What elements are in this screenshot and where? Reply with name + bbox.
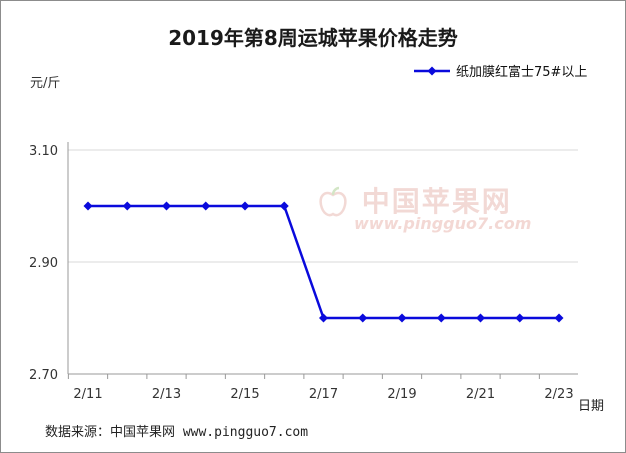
legend-label: 纸加膜红富士75#以上: [456, 65, 588, 80]
data-point: [279, 201, 289, 211]
watermark-url: www.pingguo7.com: [354, 214, 532, 233]
legend: 纸加膜红富士75#以上: [412, 61, 587, 80]
data-point: [436, 313, 446, 323]
data-source: 数据来源：中国苹果网 www.pingguo7.com: [45, 425, 309, 440]
data-point: [240, 201, 250, 211]
watermark-apple-icon: 中国苹果网: [316, 180, 531, 220]
x-tick-label: 2/11: [73, 387, 102, 402]
watermark-text: 中国苹果网: [361, 185, 512, 218]
data-point: [476, 313, 485, 323]
x-tick-label: 2/17: [309, 387, 338, 402]
data-point: [358, 313, 368, 323]
data-point: [319, 313, 328, 323]
x-axis-label: 日期: [578, 399, 605, 414]
x-tick-label: 2/13: [152, 387, 181, 402]
axis-layer: 3.10 2.90 2.70 2/11 2/13 2/15 2/17 2/19 2/21 2/23: [29, 142, 578, 402]
y-tick-label: 2.90: [29, 256, 58, 271]
legend-line-marker-icon: [414, 66, 450, 75]
data-point: [515, 313, 525, 323]
watermark: 中国苹果网 www.pingguo7.com: [316, 180, 531, 233]
y-tick-label: 3.10: [29, 144, 58, 159]
x-tick-label: 2/21: [466, 387, 495, 402]
data-point: [201, 201, 211, 211]
y-axis-unit: 元/斤: [30, 76, 61, 91]
data-point: [397, 313, 407, 323]
data-point: [83, 201, 93, 211]
grid-layer: [68, 149, 578, 263]
data-point: [122, 201, 132, 211]
series-layer: [83, 201, 564, 323]
y-tick-label: 2.70: [29, 368, 58, 383]
data-point: [554, 313, 564, 323]
x-tick-label: 2/23: [544, 387, 573, 402]
data-point: [162, 201, 171, 211]
x-tick-label: 2/19: [387, 387, 416, 402]
chart-title: 2019年第8周运城苹果价格走势: [168, 26, 458, 50]
x-tick-label: 2/15: [230, 387, 259, 402]
